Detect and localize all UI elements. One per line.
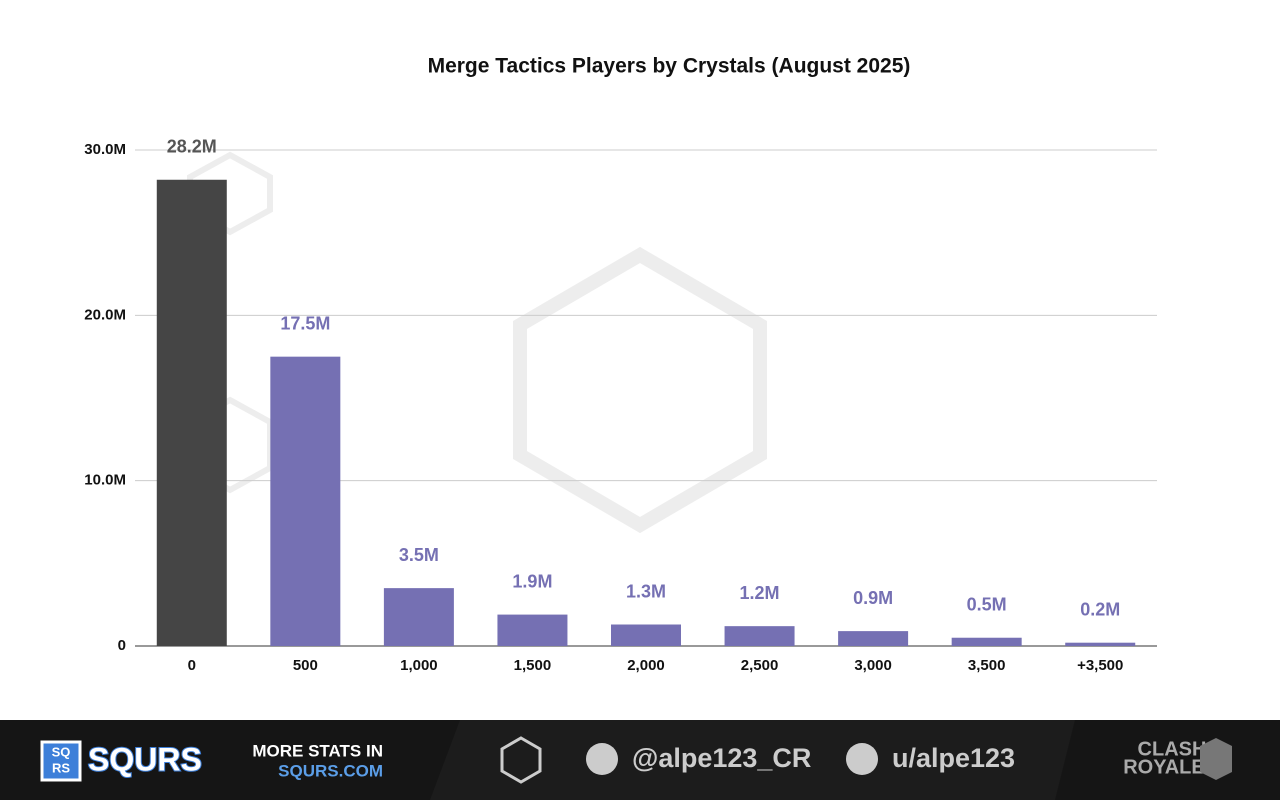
game-shield bbox=[1200, 738, 1232, 780]
x-tick-label: 500 bbox=[293, 657, 318, 674]
bar bbox=[611, 624, 681, 646]
x-tick-label: 1,500 bbox=[514, 657, 552, 674]
y-tick-label: 0 bbox=[118, 637, 126, 654]
value-label: 0.9M bbox=[853, 588, 893, 608]
promo-link: SQURS.COM bbox=[278, 761, 383, 780]
x-tick-label: 0 bbox=[188, 657, 196, 674]
value-label: 1.2M bbox=[740, 583, 780, 603]
bar bbox=[838, 631, 909, 646]
author-logo bbox=[500, 736, 542, 784]
bar bbox=[270, 356, 341, 646]
bar bbox=[724, 626, 795, 646]
x-tick-label: +3,500 bbox=[1077, 657, 1123, 674]
x-tick-label: 3,500 bbox=[968, 657, 1006, 674]
logo-text: SQ bbox=[52, 744, 71, 759]
y-tick-label: 10.0M bbox=[84, 472, 126, 489]
value-label: 17.5M bbox=[280, 313, 330, 333]
value-label: 1.3M bbox=[626, 581, 666, 601]
bar bbox=[383, 588, 454, 646]
value-label: 3.5M bbox=[399, 545, 439, 565]
x-tick-label: 3,000 bbox=[854, 657, 892, 674]
chart-title: Merge Tactics Players by Crystals (Augus… bbox=[428, 55, 911, 78]
y-tick-label: 20.0M bbox=[84, 306, 126, 323]
bar bbox=[156, 179, 227, 646]
logo-icon bbox=[40, 740, 82, 782]
plot-area: 0 10.0M 20.0M 30.0M 0 28.2M 500 17.5M 1,000 3.5M 1… bbox=[84, 137, 1157, 674]
bar bbox=[1065, 642, 1136, 646]
y-tick-label: 30.0M bbox=[84, 141, 126, 158]
bar bbox=[951, 637, 1022, 646]
reddit-handle: u/alpe123 bbox=[892, 743, 1015, 773]
value-label: 0.2M bbox=[1080, 599, 1120, 619]
value-label: 0.5M bbox=[967, 594, 1007, 614]
bar bbox=[497, 614, 568, 646]
brand: SQURS bbox=[88, 741, 202, 777]
x-tick-label: 2,500 bbox=[741, 657, 779, 674]
logo-text: RS bbox=[52, 760, 70, 775]
footer-panel bbox=[0, 720, 460, 800]
footer: SQ RS SQURS MORE STATS IN SQURS.COM @alp… bbox=[0, 720, 1280, 800]
twitter-handle: @alpe123_CR bbox=[632, 743, 811, 773]
x-tick-label: 1,000 bbox=[400, 657, 438, 674]
value-label: 1.9M bbox=[512, 571, 552, 591]
game-logo: ROYALE bbox=[1123, 756, 1205, 778]
x-tick-label: 2,000 bbox=[627, 657, 665, 674]
footer-panel bbox=[1055, 720, 1280, 800]
value-label: 28.2M bbox=[167, 137, 217, 157]
promo: MORE STATS IN bbox=[252, 741, 383, 760]
game-logo: CLASH bbox=[1138, 738, 1207, 760]
twitter-icon bbox=[586, 743, 618, 775]
reddit-icon bbox=[846, 743, 878, 775]
